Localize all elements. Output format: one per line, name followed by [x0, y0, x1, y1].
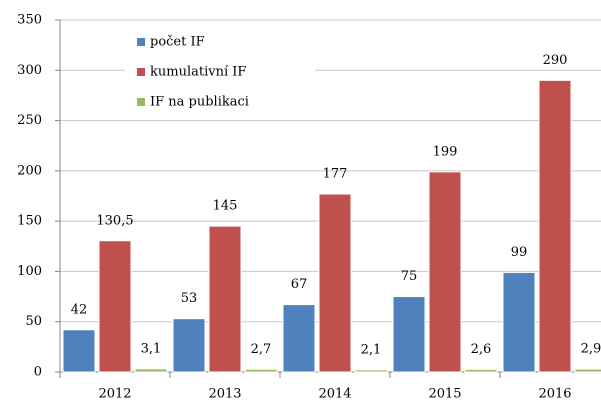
data-label: 75 — [401, 269, 418, 284]
y-tick-label: 150 — [17, 214, 42, 229]
bar — [354, 369, 388, 373]
legend-label: IF na publikaci — [150, 95, 249, 110]
data-label: 53 — [181, 291, 198, 306]
data-label: 3,1 — [141, 341, 162, 356]
x-tick-label: 2015 — [428, 387, 461, 402]
bar — [134, 368, 168, 373]
y-tick-label: 200 — [17, 163, 42, 178]
data-label: 2,1 — [361, 342, 382, 357]
bar — [574, 368, 601, 373]
data-label: 130,5 — [96, 213, 133, 228]
bar — [428, 171, 462, 373]
bar — [208, 225, 242, 373]
data-label: 99 — [511, 245, 528, 260]
data-label: 42 — [71, 302, 88, 317]
y-tick-label: 250 — [17, 113, 42, 128]
legend-swatch — [137, 98, 145, 106]
x-tick-label: 2014 — [318, 387, 351, 402]
data-label: 199 — [433, 144, 458, 159]
data-label: 145 — [213, 199, 238, 214]
x-tick-label: 2016 — [538, 387, 571, 402]
y-tick-label: 300 — [17, 63, 42, 78]
legend-swatch — [137, 68, 145, 76]
bar — [282, 304, 316, 373]
legend-label: počet IF — [150, 35, 205, 50]
bar — [392, 296, 426, 373]
bar — [464, 368, 498, 373]
bar — [318, 193, 352, 373]
data-label: 67 — [291, 277, 308, 292]
data-label: 2,6 — [471, 342, 492, 357]
x-tick-label: 2012 — [98, 387, 131, 402]
legend-swatch — [137, 38, 145, 46]
y-tick-label: 0 — [34, 365, 42, 380]
legend-label: kumulativní IF — [150, 65, 246, 80]
bar — [244, 368, 278, 373]
data-label: 2,7 — [251, 342, 272, 357]
data-label: 177 — [323, 166, 348, 181]
bar — [502, 271, 536, 373]
y-tick-label: 50 — [25, 314, 42, 329]
legend-box — [125, 26, 315, 118]
x-tick-label: 2013 — [208, 387, 241, 402]
bar — [98, 240, 132, 373]
y-tick-label: 100 — [17, 264, 42, 279]
bar — [62, 329, 96, 373]
bar — [172, 318, 206, 373]
bar — [538, 79, 572, 373]
data-label: 2,9 — [581, 342, 601, 357]
y-tick-label: 350 — [17, 13, 42, 28]
data-label: 290 — [543, 53, 568, 68]
